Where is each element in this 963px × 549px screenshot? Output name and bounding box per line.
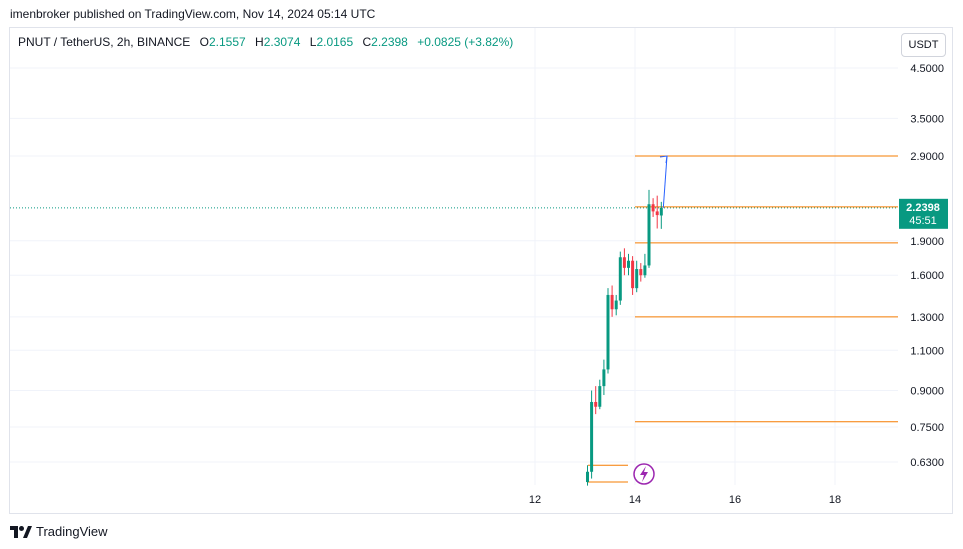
- footer-brand[interactable]: TradingView: [10, 524, 108, 539]
- candle-body[interactable]: [598, 386, 602, 407]
- candle-body[interactable]: [590, 401, 594, 472]
- candle-body[interactable]: [586, 471, 589, 483]
- y-axis-label: 2.9000: [910, 151, 944, 163]
- y-axis-label: 3.5000: [910, 113, 944, 125]
- close-label: C: [362, 35, 372, 49]
- y-axis-label: 1.6000: [910, 270, 944, 282]
- change-value: +0.0825 (+3.82%): [417, 35, 514, 49]
- close-value: 2.2398: [371, 35, 408, 49]
- y-axis-label: 0.7500: [910, 422, 944, 434]
- candle-body[interactable]: [606, 294, 610, 370]
- lightning-icon-glyph: [640, 466, 648, 482]
- candle-body[interactable]: [647, 204, 651, 266]
- high-value: 2.3074: [263, 35, 301, 49]
- candle-body[interactable]: [627, 260, 630, 268]
- y-axis-label: 4.5000: [910, 63, 944, 75]
- candle-body[interactable]: [651, 204, 655, 212]
- x-axis-label: 12: [529, 494, 541, 506]
- y-axis-label: 1.1000: [910, 345, 944, 357]
- tradingview-logo-icon: [10, 525, 32, 538]
- x-axis-label: 16: [729, 494, 741, 506]
- symbol-name[interactable]: PNUT / TetherUS, 2h, BINANCE: [18, 35, 191, 49]
- symbol-legend: PNUT / TetherUS, 2h, BINANCE O2.1557 H2.…: [18, 35, 513, 49]
- x-axis-label: 14: [629, 494, 641, 506]
- open-value: 2.1557: [208, 35, 246, 49]
- y-axis-label: 0.6300: [910, 457, 944, 469]
- chart-pane[interactable]: [9, 27, 953, 514]
- open-label: O: [199, 35, 209, 49]
- brand-name: TradingView: [36, 524, 108, 539]
- candle-body[interactable]: [631, 260, 635, 289]
- price-badge: [899, 198, 948, 229]
- candle-body[interactable]: [610, 294, 614, 310]
- y-axis-label: 1.9000: [910, 236, 944, 248]
- candle-body[interactable]: [622, 257, 626, 268]
- candle-body[interactable]: [639, 269, 643, 276]
- high-label: H: [255, 35, 264, 49]
- candle-body[interactable]: [594, 401, 598, 407]
- candle-body[interactable]: [643, 265, 647, 276]
- candle-body[interactable]: [635, 269, 639, 289]
- candle-body[interactable]: [614, 300, 618, 310]
- currency-button[interactable]: USDT: [901, 33, 946, 57]
- projection-arrow[interactable]: [662, 156, 668, 208]
- low-label: L: [309, 35, 317, 49]
- y-axis-label: 1.3000: [910, 312, 944, 324]
- candle-body[interactable]: [618, 257, 622, 301]
- price-badge-countdown: 45:51: [909, 215, 937, 227]
- candle-body[interactable]: [602, 369, 606, 387]
- x-axis-label: 18: [829, 494, 841, 506]
- candle-body[interactable]: [655, 211, 659, 216]
- candle-body[interactable]: [659, 207, 663, 216]
- arrow-head: [659, 155, 668, 164]
- price-badge-value: 2.2398: [906, 202, 940, 214]
- y-axis-label: 0.9000: [910, 386, 944, 398]
- low-value: 2.0165: [316, 35, 354, 49]
- published-info: imenbroker published on TradingView.com,…: [10, 7, 376, 21]
